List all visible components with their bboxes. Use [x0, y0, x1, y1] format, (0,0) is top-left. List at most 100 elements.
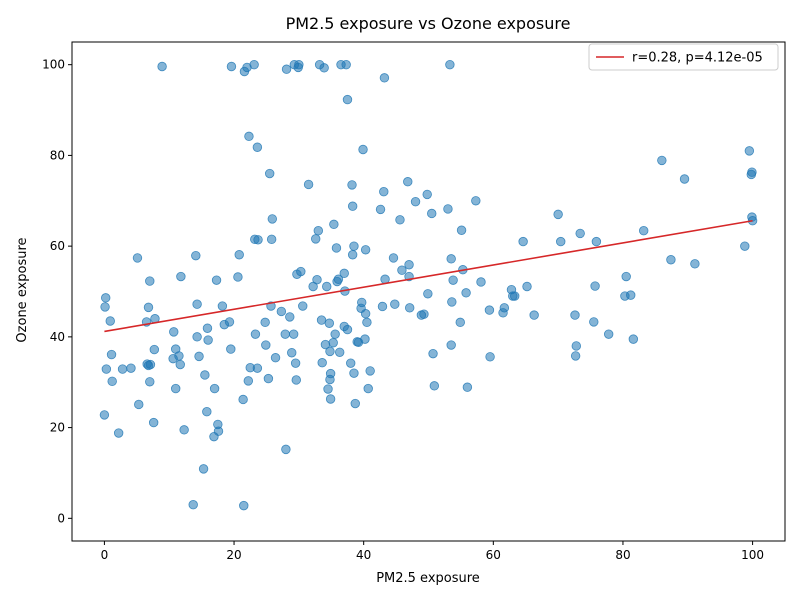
y-axis-label: Ozone exposure	[15, 237, 30, 342]
data-point	[145, 276, 155, 286]
data-point	[101, 364, 112, 374]
data-point	[666, 255, 676, 265]
data-point	[312, 275, 322, 285]
data-point	[169, 327, 179, 337]
data-point	[176, 271, 186, 282]
data-point	[603, 329, 614, 339]
data-point	[233, 272, 243, 282]
data-point	[522, 281, 532, 292]
data-point	[105, 316, 115, 326]
data-point	[325, 394, 336, 404]
data-point	[253, 235, 263, 245]
data-point	[101, 293, 111, 303]
data-point	[202, 407, 212, 417]
data-point	[589, 317, 599, 327]
data-point	[375, 204, 386, 215]
data-point	[323, 384, 333, 394]
data-point	[422, 189, 432, 200]
data-point	[446, 340, 456, 350]
data-point	[100, 302, 110, 312]
y-tick-label: 100	[42, 58, 65, 72]
x-axis: 0 20 40 60 80 100	[101, 541, 764, 562]
data-point	[117, 364, 128, 374]
data-point	[175, 359, 185, 370]
data-point	[303, 179, 314, 190]
data-point	[328, 338, 338, 348]
data-point	[377, 301, 388, 312]
data-point	[134, 399, 144, 410]
data-point	[427, 208, 437, 219]
data-point	[591, 236, 602, 247]
data-point	[313, 226, 324, 236]
data-point	[330, 329, 340, 339]
data-point	[446, 254, 456, 264]
data-point	[276, 306, 287, 317]
data-point	[342, 94, 353, 105]
data-point	[740, 241, 750, 251]
data-point	[319, 63, 329, 73]
data-point	[288, 329, 299, 339]
data-point	[322, 281, 332, 292]
data-point	[379, 73, 390, 83]
data-point	[106, 349, 117, 360]
data-point	[350, 398, 360, 409]
data-point	[331, 243, 342, 253]
x-tick-label: 100	[741, 548, 764, 562]
data-point	[200, 370, 210, 380]
data-point	[690, 259, 700, 269]
data-point	[211, 275, 222, 285]
y-axis: 0 20 40 60 80 100	[42, 58, 72, 525]
data-point	[405, 303, 415, 313]
data-point	[239, 500, 249, 511]
data-point	[317, 358, 327, 368]
data-point	[626, 290, 636, 300]
data-point	[291, 375, 301, 385]
data-point	[250, 329, 261, 339]
data-point	[349, 241, 359, 251]
data-point	[260, 317, 270, 328]
plot-area	[71, 41, 786, 542]
data-point	[192, 299, 202, 309]
data-point	[358, 144, 368, 155]
data-point	[280, 329, 290, 339]
data-point	[461, 288, 471, 298]
data-point	[553, 209, 563, 220]
data-point	[285, 312, 295, 322]
data-point	[261, 340, 271, 350]
data-point	[191, 250, 201, 261]
data-point	[149, 344, 160, 355]
data-point	[518, 236, 528, 247]
data-point	[349, 368, 359, 378]
data-point	[267, 214, 277, 224]
data-point	[347, 250, 358, 260]
data-point	[471, 196, 481, 206]
data-point	[244, 131, 254, 142]
data-point	[744, 146, 755, 156]
data-point	[99, 410, 110, 420]
data-point	[423, 289, 433, 299]
data-point	[395, 215, 405, 225]
data-point	[143, 302, 154, 313]
data-point	[347, 201, 358, 211]
data-point	[410, 196, 421, 207]
data-point	[335, 347, 345, 357]
data-point	[403, 177, 413, 187]
data-point	[363, 383, 373, 394]
data-point	[265, 168, 275, 179]
data-point	[226, 61, 237, 72]
data-point	[590, 281, 600, 291]
data-point	[126, 363, 136, 373]
data-point	[362, 317, 372, 328]
y-tick-label: 40	[50, 330, 65, 344]
data-point	[575, 228, 585, 239]
data-point	[679, 174, 690, 184]
data-point	[209, 383, 220, 394]
data-point	[485, 352, 495, 362]
data-point	[194, 351, 204, 362]
legend-box	[588, 43, 779, 71]
data-point	[324, 318, 335, 328]
y-tick-label: 0	[57, 511, 65, 525]
x-tick-label: 20	[226, 548, 241, 562]
data-point	[360, 334, 370, 344]
data-point	[287, 348, 297, 358]
